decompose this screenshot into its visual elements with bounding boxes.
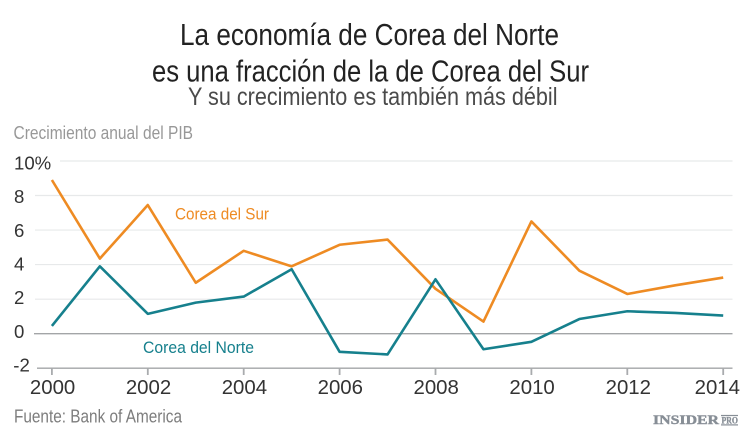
svg-text:La economía de Corea del Norte: La economía de Corea del Norte [180, 17, 559, 52]
svg-text:2010: 2010 [509, 377, 554, 399]
svg-text:10%: 10% [14, 152, 51, 173]
svg-text:6: 6 [14, 220, 24, 241]
svg-text:2: 2 [14, 287, 24, 308]
svg-text:4: 4 [14, 254, 24, 275]
svg-text:PRO: PRO [722, 415, 739, 425]
svg-text:2002: 2002 [126, 377, 171, 399]
svg-text:2012: 2012 [606, 377, 651, 399]
svg-text:Corea del Norte: Corea del Norte [143, 338, 254, 357]
svg-text:-2: -2 [13, 355, 30, 376]
svg-text:8: 8 [14, 186, 24, 207]
svg-text:INSIDER: INSIDER [653, 412, 720, 427]
svg-text:2008: 2008 [414, 377, 459, 399]
svg-text:Y su crecimiento es también má: Y su crecimiento es también más débil [188, 83, 558, 111]
svg-text:Fuente: Bank of America: Fuente: Bank of America [14, 406, 183, 426]
svg-text:2004: 2004 [222, 377, 267, 399]
svg-text:Crecimiento anual del PIB: Crecimiento anual del PIB [14, 123, 194, 143]
svg-text:0: 0 [14, 321, 24, 342]
svg-text:2006: 2006 [318, 377, 363, 399]
svg-text:2000: 2000 [30, 377, 75, 399]
svg-text:2014: 2014 [695, 377, 740, 399]
svg-text:Corea del Sur: Corea del Sur [175, 205, 269, 224]
svg-text:es una fracción de la de Corea: es una fracción de la de Corea del Sur [152, 54, 589, 89]
